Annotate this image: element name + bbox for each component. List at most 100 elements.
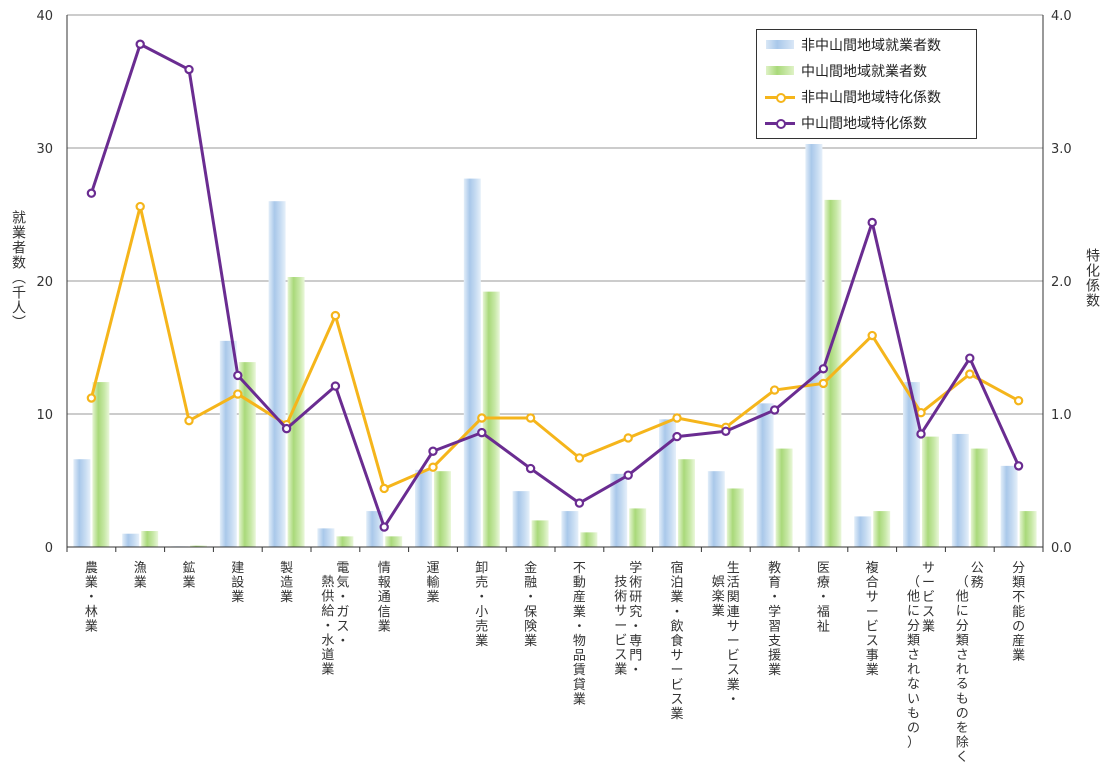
category-label-char: 信 — [378, 605, 391, 620]
category-label-char: 術 — [614, 590, 627, 605]
bar-mountain-workers — [775, 448, 793, 547]
category-label-column: 公務 — [971, 561, 984, 591]
category-label-column: （他に分類されないもの） — [907, 575, 920, 751]
category-label-char: 門 — [629, 649, 642, 664]
y-left-tick-label: 10 — [36, 408, 53, 423]
category-label-char: れ — [907, 663, 920, 678]
point-nonmountain-coefficient — [330, 310, 341, 321]
bar-mountain-workers — [629, 508, 647, 547]
point-nonmountain-coefficient — [184, 415, 194, 426]
series-lines — [86, 39, 1024, 532]
category-label-char: 品 — [573, 649, 586, 664]
category-label-char: の — [907, 721, 920, 736]
category-label-char: 学 — [629, 560, 642, 576]
legend-swatch-orange-line — [765, 91, 795, 103]
bar-nonmountain-workers — [512, 491, 530, 547]
category-label-char: 通 — [378, 590, 391, 605]
category-label-char: 専 — [629, 634, 642, 649]
category-label-char: さ — [956, 648, 969, 663]
category-label-char: 輸 — [426, 576, 439, 591]
category-label-char: 金 — [524, 560, 537, 576]
category-label-char: 娯 — [712, 575, 725, 590]
category-label-char: 業 — [573, 604, 586, 620]
point-nonmountain-coefficient — [135, 201, 145, 212]
point-nonmountain-coefficient — [86, 393, 97, 403]
category-label-char: ・ — [629, 619, 642, 634]
category-label-char: 業 — [85, 618, 98, 634]
category-label-char: 産 — [1012, 633, 1025, 649]
legend: 非中山間地域就業者数 中山間地域就業者数 非中山間地域特化係数 中山間地域特化係… — [756, 29, 977, 139]
category-label-char: ー — [922, 576, 935, 591]
point-nonmountain-coefficient — [1013, 396, 1024, 406]
category-label-char: い — [907, 692, 920, 707]
category-label-char: ・ — [768, 590, 781, 605]
category-label-char: 動 — [573, 576, 586, 591]
category-label-char: ・ — [321, 619, 334, 634]
category-label-char: 賃 — [573, 663, 586, 678]
bar-nonmountain-workers — [1000, 465, 1018, 547]
category-label-char: 業 — [182, 575, 195, 591]
category-label-char: 業 — [573, 691, 586, 707]
bar-nonmountain-workers — [366, 511, 384, 547]
category-label-char: 鉱 — [182, 560, 195, 576]
bar-nonmountain-workers — [903, 382, 920, 547]
category-label-char: 不 — [573, 561, 586, 576]
category-label-column: （他に分類されるものを除く） — [956, 575, 969, 765]
category-label-column: 鉱業 — [182, 560, 195, 591]
category-label-char: ・ — [475, 590, 488, 605]
category-label-char: ビ — [922, 590, 935, 605]
category-label-char: 業 — [475, 633, 488, 649]
category-label-char: ・ — [336, 634, 349, 649]
point-mountain-coefficient — [574, 498, 585, 508]
bar-mountain-workers — [678, 459, 695, 547]
category-label-char: の — [956, 706, 969, 721]
category-label-char: 援 — [768, 649, 781, 664]
category-label-column: 医療・福祉 — [817, 561, 830, 634]
category-label-char: ・ — [336, 590, 349, 605]
category-label-char: 水 — [321, 633, 334, 648]
category-label-char: 育 — [768, 575, 781, 591]
point-nonmountain-coefficient — [769, 385, 780, 395]
category-label-char: サ — [866, 590, 879, 605]
bar-mountain-workers — [385, 536, 403, 547]
legend-label: 中山間地域特化係数 — [801, 116, 927, 132]
y-axis-left-title: 就業者数（千人） — [10, 210, 26, 330]
category-label-char: ガ — [336, 605, 349, 620]
category-label-char: 業 — [426, 589, 439, 605]
point-nonmountain-coefficient — [233, 389, 243, 399]
category-label-char: 業 — [134, 575, 147, 591]
point-mountain-coefficient — [525, 463, 536, 474]
bar-mountain-workers — [434, 471, 451, 547]
point-nonmountain-coefficient — [916, 407, 926, 418]
category-label: 教育・学習支援業 — [768, 560, 781, 678]
category-label-column: 漁業 — [134, 561, 147, 591]
category-label-char: ビ — [727, 649, 740, 664]
category-label-char: も — [956, 692, 969, 707]
category-label-char: 公 — [971, 561, 984, 576]
category-label-column: 不動産業・物品賃貸業 — [573, 561, 586, 707]
category-label-char: 術 — [629, 576, 642, 591]
category-label-char: 供 — [321, 590, 334, 605]
bar-mountain-workers — [336, 536, 354, 547]
category-label: 分類不能の産業 — [1012, 561, 1025, 664]
category-label-char: 医 — [817, 561, 830, 576]
category-label-char: 造 — [280, 576, 293, 591]
legend-item-nonmountain-coefficient: 非中山間地域特化係数 — [765, 85, 941, 109]
category-label-char: ・ — [85, 590, 98, 605]
category-label-column: 金融・保険業 — [524, 560, 537, 649]
point-nonmountain-coefficient — [623, 433, 633, 443]
category-label-column: 電気・ガス・ — [336, 561, 349, 649]
legend-item-mountain-workers: 中山間地域就業者数 — [765, 59, 927, 83]
category-label-char: 設 — [231, 575, 244, 591]
bar-mountain-workers — [238, 362, 256, 547]
bar-nonmountain-workers — [73, 459, 91, 547]
bar-nonmountain-workers — [805, 144, 823, 547]
category-label-char: 報 — [378, 576, 391, 591]
line-mountain-coefficient — [89, 42, 1020, 529]
category-label: 卸売・小売業 — [475, 560, 488, 649]
point-nonmountain-coefficient — [867, 330, 877, 341]
category-label: 電気・ガス・熱供給・水道業 — [321, 561, 349, 678]
category-label-char: ー — [727, 634, 740, 649]
category-label-char: さ — [907, 648, 920, 663]
bar-mountain-workers — [726, 488, 744, 547]
